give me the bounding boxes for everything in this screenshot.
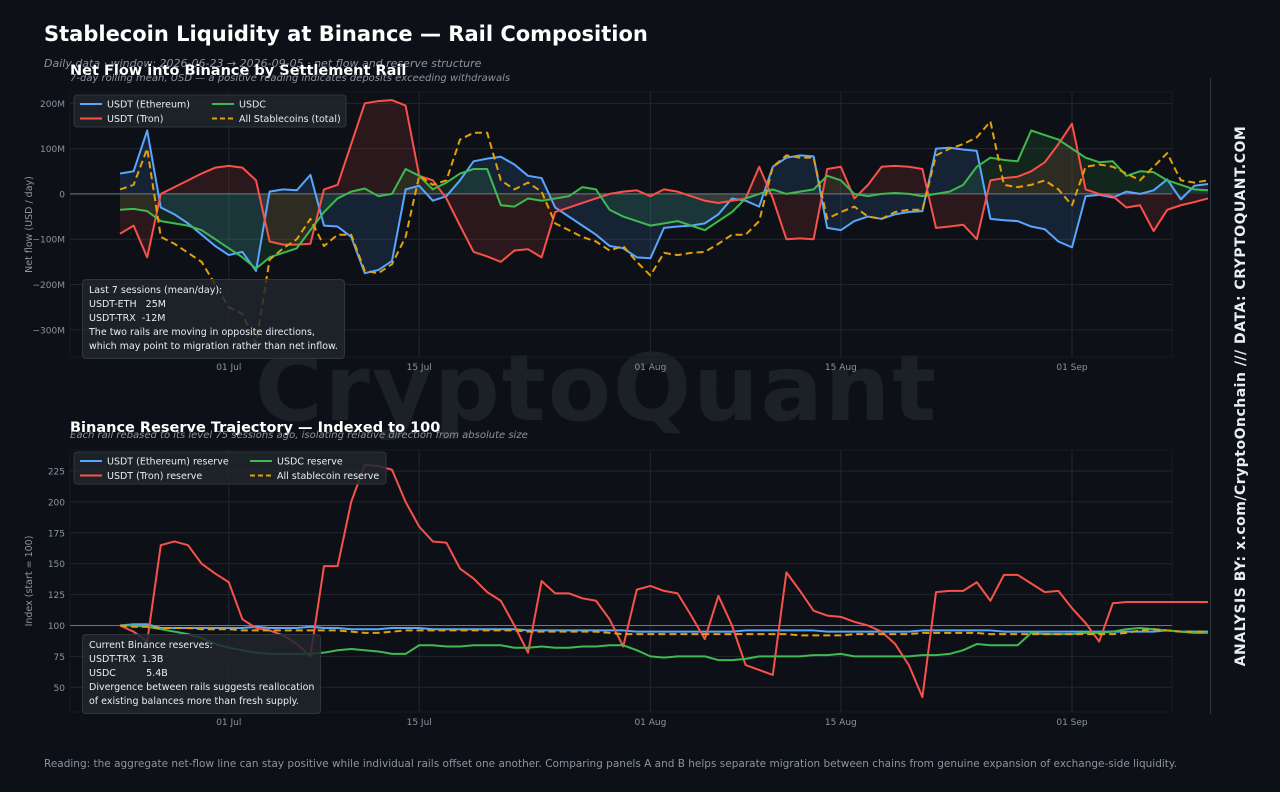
legend-entry: USDT (Ethereum)	[107, 100, 190, 111]
y-tick-label: 175	[48, 529, 65, 539]
series-line	[119, 120, 1209, 345]
series-line	[119, 99, 1209, 263]
legend-entry: USDT (Ethereum) reserve	[107, 457, 229, 468]
y-tick-label: 225	[48, 468, 65, 478]
y-tick-label: 50	[54, 684, 66, 694]
legend-entry: All Stablecoins (total)	[239, 114, 341, 125]
panel-a-title: Net Flow into Binance by Settlement Rail	[70, 63, 407, 79]
y-tick-label: 200M	[40, 100, 65, 110]
y-axis-label: Net flow (USD / day)	[24, 176, 35, 273]
legend-box	[73, 451, 387, 485]
legend-entry: USDC	[239, 100, 266, 111]
legend-entry: USDC reserve	[277, 457, 343, 468]
plot-area	[69, 91, 1173, 358]
y-tick-label: 125	[48, 591, 65, 601]
y-tick-label: 200	[48, 498, 65, 508]
annotation-line: Divergence between rails suggests reallo…	[89, 682, 315, 693]
annotation-line: USDT-ETH 25M	[89, 299, 166, 310]
panel-a-subtitle: 7-day rolling mean, USD — a positive rea…	[70, 73, 511, 84]
annotation-line: of existing balances more than fresh sup…	[89, 696, 299, 707]
legend-entry: USDT (Tron) reserve	[107, 471, 202, 482]
x-tick-label: 01 Jul	[216, 363, 241, 373]
legend: USDT (Ethereum) reserve USDT (Tron) reser…	[73, 451, 387, 485]
legend: USDT (Ethereum) USDT (Tron) USDC All Stable…	[73, 94, 347, 128]
chart-panel-a: 200M 100M 0 −100M −200M −300M 01 Jul 15 Jul 01 A…	[24, 91, 1209, 373]
annotation-line: USDT-TRX 1.3B	[89, 654, 164, 665]
x-tick-label: 01 Sep	[1056, 718, 1088, 728]
legend-entry: USDT (Tron)	[107, 114, 163, 125]
x-tick-label: 01 Sep	[1056, 363, 1088, 373]
annotation-line: USDT-TRX -12M	[89, 313, 166, 324]
series-line	[119, 129, 1209, 270]
page-subtitle: Daily data · window: 2026-06-23 → 2026-0…	[44, 57, 482, 70]
plot-area	[69, 449, 1173, 713]
x-tick-label: 01 Aug	[634, 718, 666, 728]
y-tick-label: −100M	[33, 236, 65, 246]
attribution-label: ANALYSIS BY: x.com/CryptoOnchain /// DAT…	[1233, 125, 1249, 667]
annotation-line: which may point to migration rather than…	[89, 341, 338, 352]
x-tick-label: 15 Aug	[825, 363, 857, 373]
panel-b-annotation: Current Binance reserves: USDT-TRX 1.3B US…	[82, 634, 322, 714]
side-divider	[1210, 78, 1211, 714]
panel-b-title: Binance Reserve Trajectory — Indexed to …	[70, 420, 441, 436]
y-tick-label: −300M	[33, 326, 65, 336]
panel-a-annotation: Last 7 sessions (mean/day): USDT-ETH 25M U…	[82, 279, 345, 359]
annotation-line: USDC 5.4B	[89, 668, 168, 679]
y-tick-label: 150	[48, 560, 65, 570]
x-tick-label: 15 Jul	[407, 363, 432, 373]
annotation-line: The two rails are moving in opposite dir…	[89, 327, 315, 338]
y-tick-label: 75	[54, 653, 65, 663]
reading-footnote: Reading: the aggregate net-flow line can…	[44, 758, 1177, 770]
watermark: CryptoQuant	[255, 335, 939, 442]
series-fill	[120, 100, 1208, 262]
series-line	[119, 623, 1208, 633]
legend-entry: All stablecoin reserve	[277, 471, 379, 482]
x-tick-label: 01 Jul	[216, 718, 241, 728]
series-fill	[120, 130, 1208, 269]
panel-b-subtitle: Each rail rebased to its level 75 sessio…	[70, 430, 528, 441]
series-line	[119, 129, 1209, 275]
series-line	[119, 624, 1208, 637]
legend-box	[73, 94, 347, 128]
y-tick-label: −200M	[33, 281, 65, 291]
y-axis-label: Index (start = 100)	[24, 536, 35, 627]
y-tick-label: 100	[48, 622, 65, 632]
series-fill	[120, 130, 1208, 274]
x-tick-label: 15 Aug	[825, 718, 857, 728]
x-tick-label: 15 Jul	[407, 718, 432, 728]
y-tick-label: 100M	[40, 145, 65, 155]
y-tick-label: 0	[59, 190, 65, 200]
page-title: Stablecoin Liquidity at Binance — Rail C…	[44, 22, 648, 46]
annotation-line: Current Binance reserves:	[89, 640, 213, 651]
x-tick-label: 01 Aug	[634, 363, 666, 373]
annotation-line: Last 7 sessions (mean/day):	[89, 285, 223, 296]
